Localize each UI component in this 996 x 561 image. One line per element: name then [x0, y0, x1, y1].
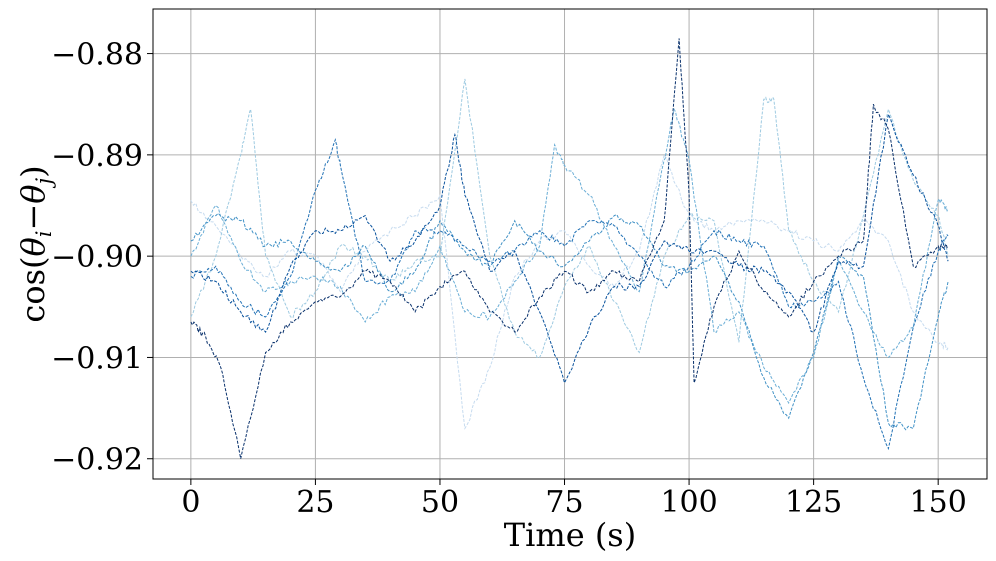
y-axis-ticks: −0.88 −0.89 −0.90 −0.91 −0.92 [51, 38, 153, 478]
series-line-3 [190, 107, 949, 405]
y-axis-label: cos(θi−θj) [14, 165, 56, 322]
plot-area-frame [152, 8, 988, 480]
x-tick-label: 0 [181, 485, 200, 520]
y-tick-label: −0.89 [51, 139, 143, 174]
x-tick-label: 100 [660, 485, 717, 520]
grid [153, 9, 987, 479]
x-tick-label: 125 [785, 485, 842, 520]
y-tick-label: −0.90 [51, 240, 143, 275]
x-axis-label: Time (s) [504, 516, 636, 554]
series-line-6 [190, 112, 949, 385]
x-tick-label: 50 [421, 485, 459, 520]
y-tick-label: −0.92 [51, 443, 143, 478]
x-tick-label: 25 [296, 485, 334, 520]
x-tick-label: 75 [545, 485, 583, 520]
series-line-5 [190, 137, 949, 451]
series-layer [190, 38, 949, 459]
x-tick-label: 150 [910, 485, 967, 520]
series-line-7 [190, 38, 949, 459]
x-axis-ticks: 0 25 50 75 100 125 150 [181, 479, 967, 520]
y-tick-label: −0.88 [51, 38, 143, 73]
y-tick-label: −0.91 [51, 341, 143, 376]
